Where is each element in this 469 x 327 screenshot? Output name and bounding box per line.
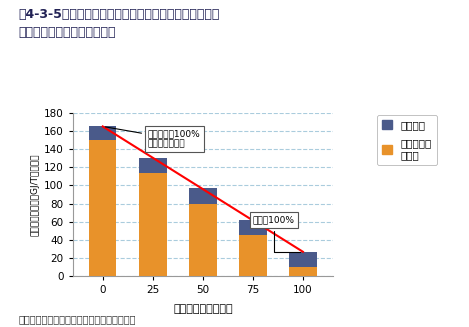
Legend: 缶製造時, アルミ地金
製造時: 缶製造時, アルミ地金 製造時 [377, 115, 437, 165]
Bar [289, 252, 317, 267]
Bar [189, 204, 217, 276]
Bar [139, 173, 166, 276]
Text: バージン材100%
で製造した場合: バージン材100% で製造した場合 [106, 127, 201, 148]
Text: 再生材100%: 再生材100% [253, 215, 300, 252]
Y-axis label: エネルギー消費（GJ/T・製品）: エネルギー消費（GJ/T・製品） [31, 153, 40, 236]
X-axis label: スクラップ材使用率: スクラップ材使用率 [173, 304, 233, 314]
Text: 図4-3-5　アルミ缶のリサイクル材料の使用率とエネル
　　　　　ギー消費量の関係: 図4-3-5 アルミ缶のリサイクル材料の使用率とエネル ギー消費量の関係 [19, 8, 220, 39]
Text: 資料：一般社団法人　日本アルミニウム協会: 資料：一般社団法人 日本アルミニウム協会 [19, 314, 136, 324]
Bar [239, 235, 267, 276]
Bar [89, 140, 116, 276]
Bar [89, 127, 116, 140]
Bar [239, 220, 267, 235]
Bar [139, 158, 166, 173]
Bar [189, 188, 217, 204]
Bar [289, 267, 317, 276]
